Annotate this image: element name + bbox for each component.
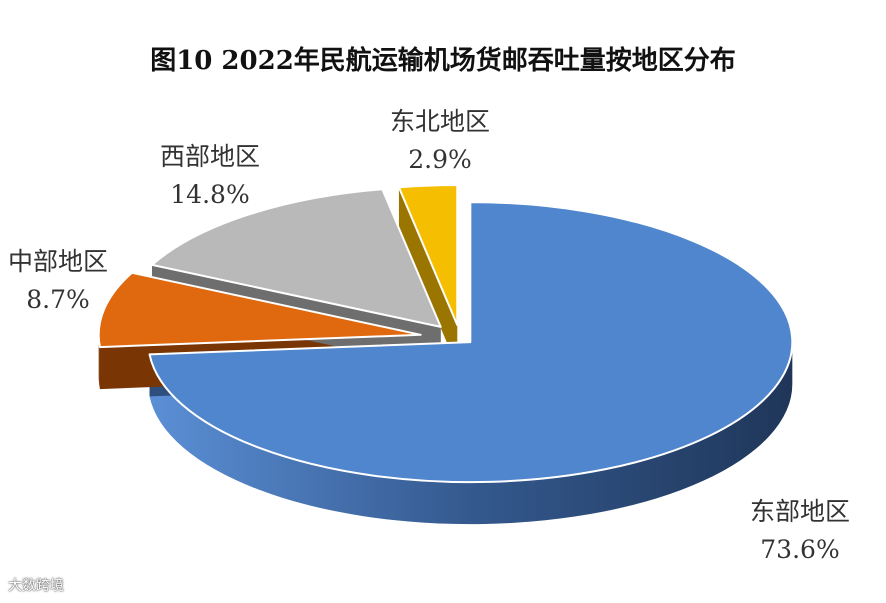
chart-title: 图10 2022年民航运输机场货邮吞吐量按地区分布	[150, 46, 736, 76]
slice-3[interactable]	[397, 184, 459, 327]
slice-label-value-0: 73.6%	[760, 535, 839, 564]
slice-label-value-1: 8.7%	[26, 285, 90, 314]
slice-2[interactable]	[150, 188, 442, 328]
slice-label-name-1: 中部地区	[8, 247, 108, 276]
slice-side-1	[98, 334, 100, 390]
watermark: 大数跨境	[8, 578, 64, 594]
slice-label-name-3: 东北地区	[390, 107, 490, 136]
slice-0[interactable]	[148, 201, 794, 484]
slice-edge-3-0	[398, 187, 458, 368]
slice-label-name-0: 东部地区	[750, 497, 850, 526]
slice-label-name-2: 西部地区	[160, 142, 260, 171]
slice-side-0	[149, 342, 793, 525]
slice-1[interactable]	[97, 271, 422, 349]
slice-label-value-2: 14.8%	[170, 180, 249, 209]
slice-label-value-3: 2.9%	[408, 145, 472, 174]
